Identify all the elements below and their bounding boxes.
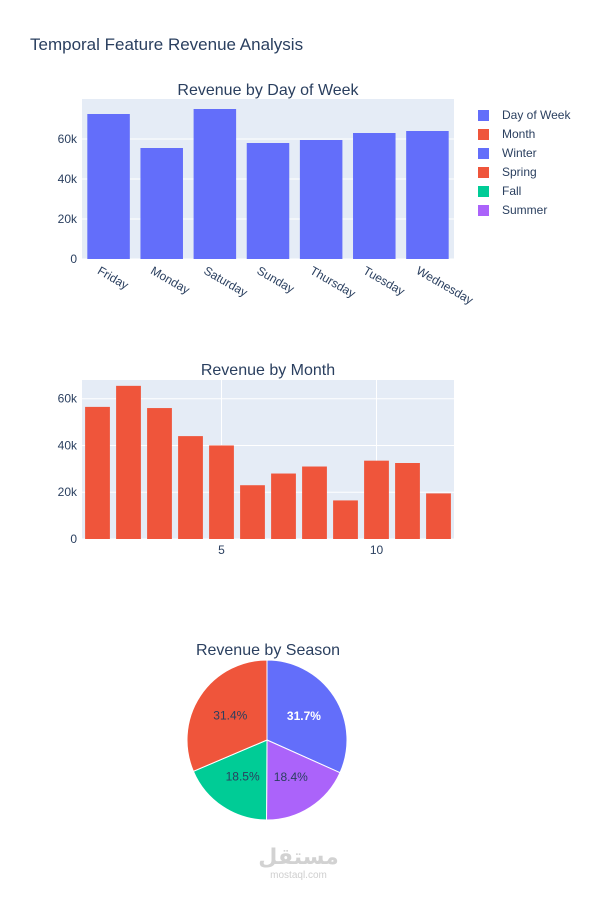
month-bar[interactable]	[302, 466, 327, 539]
pie-label-summer: 18.4%	[274, 770, 308, 784]
day-of-week-xtick-label: Saturday	[201, 263, 250, 299]
day-of-week-bar[interactable]	[193, 109, 237, 259]
month-bar[interactable]	[240, 485, 265, 539]
watermark-latin: mostaql.com	[270, 870, 327, 881]
month-bar[interactable]	[333, 500, 358, 539]
month-xtick-label: 5	[218, 543, 225, 557]
legend-item[interactable]: Month	[478, 127, 535, 141]
legend-label: Winter	[502, 146, 537, 160]
month-bar[interactable]	[271, 473, 296, 539]
pie-slice-spring[interactable]	[186, 659, 268, 772]
day-of-week-xtick-label: Thursday	[308, 263, 358, 300]
day-of-week-bar[interactable]	[299, 140, 343, 259]
legend-label: Spring	[502, 165, 537, 179]
pie-slice-fall[interactable]	[192, 739, 268, 821]
day-of-week-xtick-label: Friday	[95, 263, 131, 292]
month-plot-area	[82, 380, 454, 539]
legend-item[interactable]: Fall	[478, 184, 521, 198]
month-bar[interactable]	[85, 406, 110, 539]
legend-item[interactable]: Day of Week	[478, 108, 571, 122]
day-of-week-bar[interactable]	[87, 114, 130, 259]
figure-title: Temporal Feature Revenue Analysis	[30, 35, 303, 54]
pie-label-fall: 18.5%	[226, 770, 260, 784]
day-of-week-ytick-label: 0	[70, 252, 77, 266]
day-of-week-ytick-label: 40k	[58, 172, 78, 186]
season-chart-title: Revenue by Season	[196, 642, 340, 659]
day-of-week-xtick-label: Monday	[148, 263, 192, 296]
month-chart-title: Revenue by Month	[201, 362, 335, 379]
month-bar[interactable]	[116, 385, 141, 539]
legend-swatch	[478, 186, 489, 197]
legend-item[interactable]: Summer	[478, 203, 547, 217]
month-bar[interactable]	[209, 445, 234, 539]
day-of-week-xtick-label: Tuesday	[361, 263, 407, 298]
watermark: مستقل mostaql.com	[0, 846, 597, 882]
legend-swatch	[478, 205, 489, 216]
month-bar[interactable]	[395, 463, 420, 539]
day-of-week-ytick-label: 60k	[58, 132, 78, 146]
month-ytick-label: 60k	[58, 392, 78, 406]
day-of-week-xtick-label: Wednesday	[414, 263, 476, 307]
month-ytick-label: 20k	[58, 485, 78, 499]
season-pie-chart: Revenue by Season 31.7% 18.4% 18.5% 31.4%	[186, 642, 348, 821]
legend[interactable]: Day of Week Month Winter Spring Fall Summer	[478, 108, 571, 217]
legend-label: Summer	[502, 203, 547, 217]
month-bar[interactable]	[147, 408, 172, 539]
day-of-week-ytick-label: 20k	[58, 212, 78, 226]
legend-item[interactable]: Winter	[478, 146, 537, 160]
month-bar[interactable]	[426, 493, 451, 539]
month-bar[interactable]	[178, 436, 203, 539]
pie-label-spring: 31.4%	[213, 709, 247, 723]
month-ytick-label: 40k	[58, 438, 78, 452]
legend-item[interactable]: Spring	[478, 165, 537, 179]
legend-swatch	[478, 129, 489, 140]
day-of-week-xtick-label: Sunday	[255, 263, 297, 295]
month-xtick-label: 10	[370, 543, 384, 557]
legend-label: Month	[502, 127, 535, 141]
legend-swatch	[478, 110, 489, 121]
month-ytick-label: 0	[70, 532, 77, 546]
legend-swatch	[478, 167, 489, 178]
day-of-week-bar[interactable]	[246, 143, 290, 259]
legend-label: Fall	[502, 184, 521, 198]
pie-slice-winter[interactable]	[266, 659, 348, 774]
month-bar[interactable]	[364, 460, 389, 539]
day-of-week-bar[interactable]	[140, 148, 183, 259]
month-chart: 0 20k 40k 60k 5 10 Revenue by Month	[58, 362, 454, 557]
legend-label: Day of Week	[502, 108, 571, 122]
day-of-week-bar[interactable]	[406, 131, 449, 259]
watermark-arabic: مستقل	[258, 845, 339, 870]
day-of-week-chart-title: Revenue by Day of Week	[177, 82, 359, 99]
legend-swatch	[478, 148, 489, 159]
pie-label-winter: 31.7%	[287, 709, 321, 723]
day-of-week-chart: 0 20k 40k 60k Friday Monday Saturday Sunday Thu…	[58, 82, 476, 307]
pie-slice-summer[interactable]	[265, 739, 341, 821]
day-of-week-bar[interactable]	[353, 133, 396, 259]
